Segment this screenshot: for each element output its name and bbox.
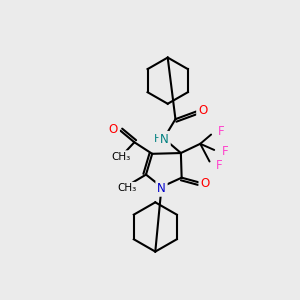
Text: F: F (218, 125, 224, 138)
Text: O: O (109, 123, 118, 136)
Text: F: F (216, 159, 223, 172)
Text: H: H (153, 134, 162, 144)
Text: N: N (160, 133, 169, 146)
Text: F: F (222, 145, 228, 158)
Text: CH₃: CH₃ (118, 184, 137, 194)
Text: CH₃: CH₃ (112, 152, 131, 162)
Text: N: N (157, 182, 166, 195)
Text: O: O (198, 104, 207, 117)
Text: O: O (200, 177, 209, 190)
